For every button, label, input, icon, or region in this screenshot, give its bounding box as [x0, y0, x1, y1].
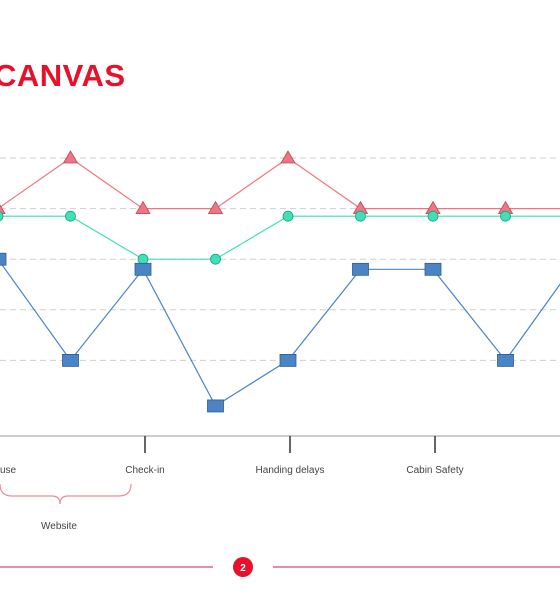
- circle-point: [65, 210, 76, 222]
- page-number: 2: [240, 563, 246, 574]
- triangle-point: [0, 204, 6, 215]
- square-point: [424, 262, 442, 276]
- square-point: [134, 262, 152, 276]
- x-tick-label: Check-in: [125, 465, 164, 476]
- triangle-point: [62, 150, 79, 164]
- square-point: [279, 353, 297, 367]
- series-line-circle: [0, 215, 560, 260]
- gridlines: [0, 157, 560, 361]
- series-line-square: [0, 260, 560, 407]
- circle-point: [137, 253, 149, 265]
- series-lines: [0, 157, 560, 407]
- footer: 2: [0, 557, 560, 577]
- square-point: [497, 353, 514, 367]
- series-markers: [0, 150, 514, 413]
- circle-point: [500, 210, 511, 222]
- circle-point: [427, 210, 439, 222]
- square-point: [0, 252, 7, 266]
- circle-point: [355, 210, 366, 222]
- page-number-badge: [233, 557, 253, 577]
- square-point: [62, 353, 79, 367]
- category-groups: Website: [0, 483, 132, 532]
- triangle-point: [135, 200, 151, 215]
- triangle-point: [280, 150, 296, 164]
- x-tick-label: Handing delays: [256, 465, 325, 476]
- square-point: [352, 262, 369, 276]
- group-label: Website: [41, 521, 77, 532]
- series-line-triangle: [0, 157, 560, 210]
- circle-point: [210, 253, 221, 265]
- page-title: CANVAS: [0, 58, 126, 93]
- x-tick-label: Cabin Safety: [406, 465, 463, 476]
- x-tick-label: use: [0, 465, 16, 476]
- triangle-point: [207, 200, 224, 215]
- circle-point: [282, 210, 294, 222]
- x-axis: [0, 435, 560, 453]
- circle-point: [0, 211, 4, 222]
- square-point: [207, 399, 224, 413]
- group-brace: [0, 483, 132, 505]
